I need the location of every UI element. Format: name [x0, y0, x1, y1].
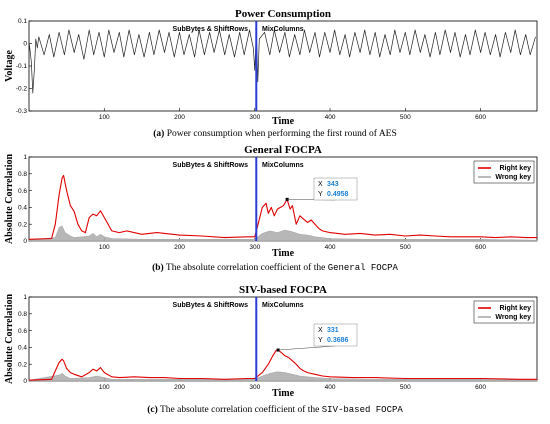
y-tick-label: 0: [23, 238, 27, 245]
legend-label-right-key: Right key: [499, 165, 531, 172]
y-tick-label: 0.2: [18, 221, 27, 228]
y-tick-label: 0.4: [18, 345, 27, 352]
panel-siv-based-focpa: SIV-based FOCPA 1 0.8 0.6 0.4 0.2 0 100 200 300…: [4, 284, 538, 399]
caption-b: (b) The absolute correlation coefficient…: [0, 263, 550, 273]
annotation-mixcolumns: MixColumns: [262, 162, 304, 169]
y-ticks: 1 0.8 0.6 0.4 0.2 0: [18, 154, 32, 245]
y-ticks: 0.1 0 -0.1 -0.2 -0.3: [16, 18, 32, 115]
y-tick-label: 0: [23, 378, 27, 385]
series-voltage: [28, 29, 536, 94]
x-tick-label: 300: [249, 114, 260, 121]
series-right-key: [28, 174, 537, 240]
x-tick-label: 400: [325, 384, 336, 391]
x-tick-label: 200: [174, 244, 185, 251]
x-tick-label: 600: [475, 244, 486, 251]
caption-label: (c): [147, 405, 158, 415]
y-tick-label: 0.8: [18, 171, 27, 178]
y-tick-label: 1: [23, 154, 27, 161]
plot-area: [28, 156, 538, 242]
x-tick-label: 500: [400, 114, 411, 121]
x-tick-label: 500: [400, 244, 411, 251]
datatip: X 343 Y 0.4958: [287, 177, 358, 201]
annotation-subbytes: SubBytes & ShiftRows: [173, 162, 249, 169]
annotation-subbytes: SubBytes & ShiftRows: [173, 26, 249, 33]
caption-code: General FOCPA: [327, 263, 398, 273]
y-axis-label: Voltage: [4, 50, 15, 82]
x-tick-label: 300: [249, 244, 260, 251]
x-tick-label: 500: [400, 384, 411, 391]
datatip-leader: [278, 345, 336, 351]
x-ticks: 100 200 300 400 500 600: [99, 108, 486, 121]
caption-a: (a) Power consumption when performing th…: [0, 129, 550, 139]
series-right-key: [28, 349, 537, 381]
y-tick-label: 0.8: [18, 311, 27, 318]
annotation-subbytes: SubBytes & ShiftRows: [173, 302, 249, 309]
panel-general-focpa: General FOCPA 1 0.8 0.6 0.4 0.2 0 100 200 300 40…: [4, 144, 538, 259]
caption-c: (c) The absolute correlation coefficient…: [0, 405, 550, 415]
chart-title: Power Consumption: [235, 8, 331, 20]
datatip-box: [313, 323, 358, 347]
x-tick-label: 400: [325, 114, 336, 121]
caption-label: (a): [153, 129, 165, 139]
datatip-y-label: Y: [318, 337, 323, 344]
legend-label-wrong-key: Wrong key: [495, 314, 531, 321]
y-tick-label: -0.1: [16, 63, 28, 70]
x-tick-label: 200: [174, 114, 185, 121]
y-tick-label: -0.2: [16, 86, 28, 93]
x-axis-label: Time: [272, 388, 295, 399]
y-tick-label: -0.3: [16, 108, 28, 115]
y-axis-label: Absolute Correlation: [4, 294, 15, 385]
caption-text: Power consumption when performing the fi…: [166, 129, 397, 139]
series-group: [28, 29, 536, 94]
x-axis-label: Time: [272, 248, 295, 259]
legend: Right key Wrong key: [473, 160, 535, 184]
datatip-box: [313, 177, 358, 201]
y-tick-label: 0.1: [18, 18, 27, 25]
datatip-x-value: 331: [327, 327, 339, 334]
datatip: X 331 Y 0.3686: [278, 323, 358, 351]
caption-text: The absolute correlation coefficient of …: [165, 263, 326, 273]
x-tick-label: 100: [99, 114, 110, 121]
caption-code: SIV-based FOCPA: [321, 405, 403, 415]
y-tick-label: 0: [23, 41, 27, 48]
plot-area: [28, 296, 538, 382]
x-tick-label: 400: [325, 244, 336, 251]
x-tick-label: 100: [99, 384, 110, 391]
caption-label: (b): [152, 263, 164, 273]
caption-text: The absolute correlation coefficient of …: [159, 405, 320, 415]
legend-label-right-key: Right key: [499, 305, 531, 312]
legend-label-wrong-key: Wrong key: [495, 174, 531, 181]
x-axis-label: Time: [272, 116, 295, 127]
y-axis-label: Absolute Correlation: [4, 154, 15, 245]
series-wrong-key: [28, 225, 538, 242]
annotation-mixcolumns: MixColumns: [262, 26, 304, 33]
y-ticks: 1 0.8 0.6 0.4 0.2 0: [18, 294, 32, 385]
x-tick-label: 200: [174, 384, 185, 391]
x-tick-label: 300: [249, 384, 260, 391]
datatip-y-label: Y: [318, 191, 323, 198]
legend: Right key Wrong key: [473, 300, 535, 324]
x-tick-label: 600: [475, 384, 486, 391]
series-wrong-key: [28, 371, 538, 382]
y-tick-label: 0.4: [18, 205, 27, 212]
y-tick-label: 0.6: [18, 328, 27, 335]
x-tick-label: 100: [99, 244, 110, 251]
datatip-x-label: X: [318, 181, 323, 188]
x-tick-label: 600: [475, 114, 486, 121]
datatip-x-label: X: [318, 327, 323, 334]
chart-title: General FOCPA: [244, 144, 322, 156]
panel-power-consumption: Power Consumption 100 200 300 400 500 600 0.1…: [4, 8, 538, 127]
datatip-x-value: 343: [327, 181, 339, 188]
plot-area: [28, 20, 538, 112]
datatip-y-value: 0.4958: [327, 191, 349, 198]
annotation-mixcolumns: MixColumns: [262, 302, 304, 309]
y-tick-label: 1: [23, 294, 27, 301]
y-tick-label: 0.2: [18, 361, 27, 368]
chart-title: SIV-based FOCPA: [239, 284, 327, 296]
datatip-y-value: 0.3686: [327, 337, 349, 344]
y-tick-label: 0.6: [18, 188, 27, 195]
